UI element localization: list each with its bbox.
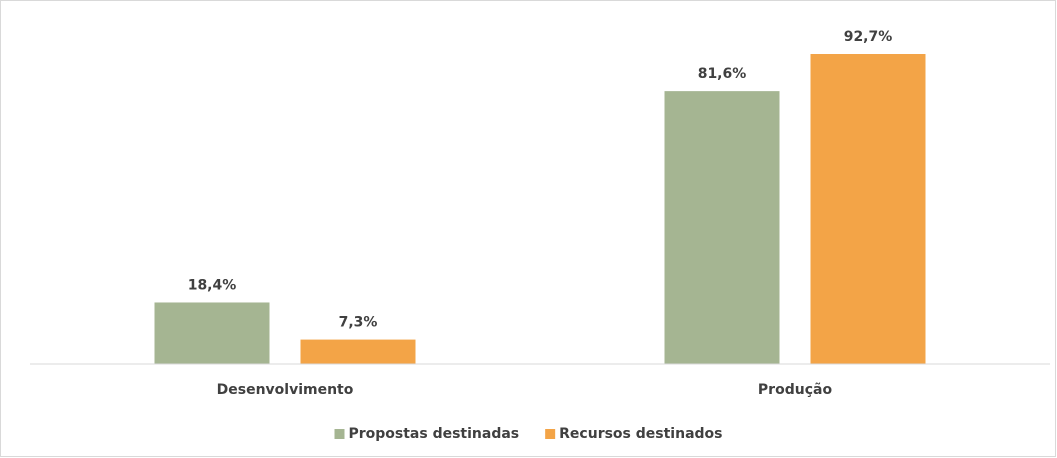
- legend-swatch: [545, 429, 556, 439]
- x-tick-label: Desenvolvimento: [217, 382, 354, 398]
- legend-swatch: [334, 429, 345, 439]
- legend-label: Propostas destinadas: [348, 426, 519, 442]
- data-label: 81,6%: [698, 66, 747, 82]
- bar: [810, 54, 926, 364]
- data-label: 18,4%: [188, 277, 237, 293]
- data-label: 7,3%: [339, 315, 378, 331]
- legend: Propostas destinadas Recursos destinados: [334, 426, 723, 442]
- x-tick-label: Produção: [758, 382, 833, 398]
- bar: [154, 302, 270, 364]
- bar: [664, 91, 780, 364]
- data-label: 92,7%: [844, 29, 893, 45]
- bar: [300, 339, 416, 364]
- legend-label: Recursos destinados: [559, 426, 722, 442]
